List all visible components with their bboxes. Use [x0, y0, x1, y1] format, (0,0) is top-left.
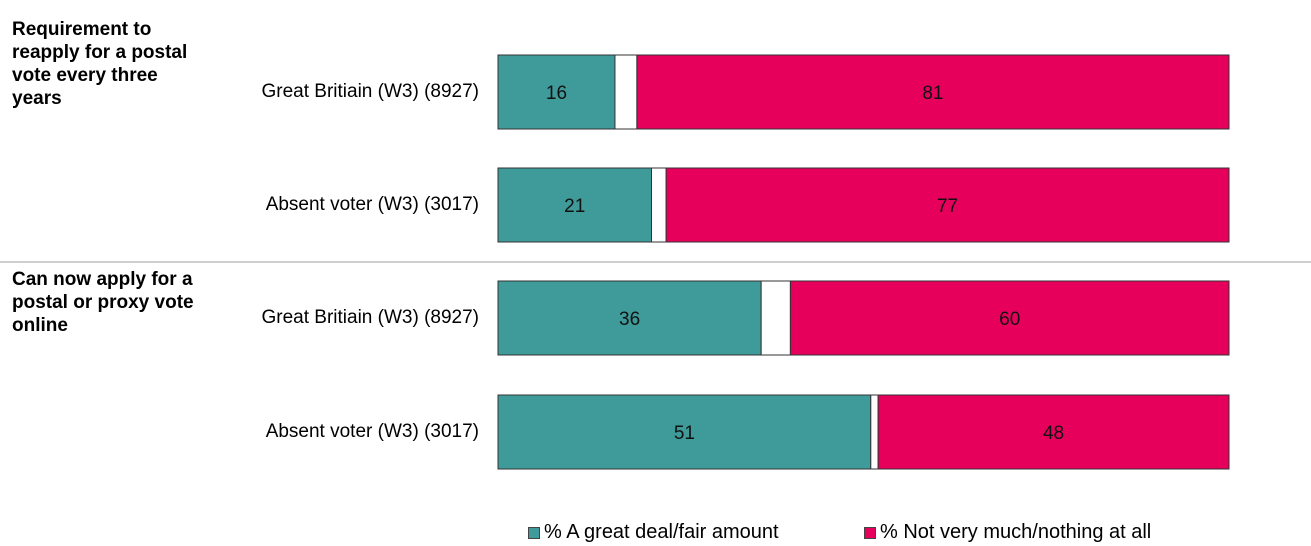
bar-segment: [870, 394, 879, 470]
legend: % A great deal/fair amount % Not very mu…: [0, 521, 1311, 546]
legend-swatch-pink: [864, 526, 876, 539]
row-label: Great Britiain (W3) (8927): [261, 307, 479, 328]
bar-segment: [636, 54, 1230, 130]
row-label: Absent voter (W3) (3017): [265, 421, 479, 442]
bar-segment: [877, 394, 1230, 470]
bar-segment: [651, 167, 667, 243]
data-label: 81: [922, 83, 943, 104]
row-label: Absent voter (W3) (3017): [265, 194, 479, 215]
bar-segment: [497, 54, 616, 130]
bar-segment: [614, 54, 638, 130]
data-label: 48: [1043, 423, 1064, 444]
row-label: Great Britiain (W3) (8927): [261, 81, 479, 102]
group-title-online: Can now apply for a postal or proxy vote…: [12, 269, 194, 336]
legend-label: % A great deal/fair amount: [544, 521, 779, 543]
data-label: 51: [674, 423, 695, 444]
bar-segment: [789, 280, 1230, 356]
group-title-reapply: Requirement to reapply for a postal vote…: [12, 19, 188, 109]
data-label: 36: [619, 309, 640, 330]
legend-item-not-very-much: % Not very much/nothing at all: [864, 521, 1151, 544]
bar-segment: [665, 167, 1230, 243]
bar-segment: [497, 394, 872, 470]
legend-label: % Not very much/nothing at all: [880, 521, 1152, 543]
data-label: 77: [937, 196, 958, 217]
legend-swatch-teal: [528, 526, 540, 539]
bar-segment: [497, 280, 762, 356]
data-label: 60: [999, 309, 1020, 330]
legend-item-great-deal: % A great deal/fair amount: [528, 521, 779, 544]
bar-segment: [760, 280, 791, 356]
data-label: 16: [546, 83, 567, 104]
data-label: 21: [564, 196, 585, 217]
